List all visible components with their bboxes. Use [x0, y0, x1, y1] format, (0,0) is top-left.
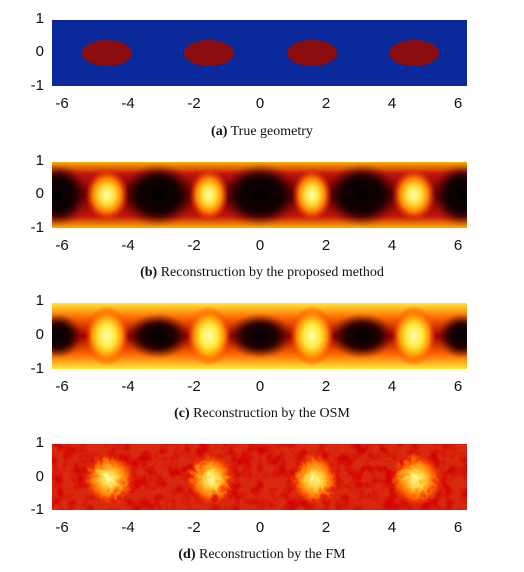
caption-text: Reconstruction by the FM — [199, 547, 346, 562]
bright-spot — [392, 306, 436, 366]
x-tick: -6 — [55, 95, 69, 112]
y-tick: 0 — [35, 326, 44, 343]
x-tick: -6 — [55, 237, 69, 254]
x-tick: -4 — [121, 95, 135, 112]
panel-osm: 1 0 -1 — [0, 282, 524, 422]
caption-text: Reconstruction by the OSM — [193, 406, 350, 421]
bright-spot — [388, 451, 440, 503]
y-tick: -1 — [30, 77, 44, 94]
caption: (a) True geometry — [0, 124, 524, 140]
y-tick: 1 — [35, 292, 44, 309]
x-tick: 6 — [453, 95, 463, 112]
bright-spot — [85, 306, 129, 366]
bright-spot — [81, 451, 133, 503]
dark-lobe — [434, 165, 467, 225]
x-tick: 6 — [453, 378, 463, 395]
inclusion-ellipse — [184, 40, 234, 66]
true-geometry-image — [52, 20, 467, 86]
inclusion-ellipse — [82, 40, 132, 66]
bright-spots — [85, 306, 436, 366]
dark-lobe — [52, 165, 86, 225]
osm-svg — [52, 303, 467, 369]
inclusion-ellipse — [389, 40, 439, 66]
y-tick: -1 — [30, 219, 44, 236]
dark-lobe — [222, 165, 298, 225]
x-tick: 0 — [255, 237, 265, 254]
osm-image — [52, 303, 467, 369]
y-tick: 1 — [35, 434, 44, 451]
bright-spot — [85, 169, 129, 221]
caption-label: (a) — [211, 124, 228, 139]
x-tick: 2 — [321, 519, 331, 536]
x-tick: -2 — [187, 95, 201, 112]
x-tick: 0 — [255, 95, 265, 112]
dark-lobe — [326, 165, 398, 225]
x-tick: 4 — [387, 378, 397, 395]
y-tick: -1 — [30, 501, 44, 518]
x-tick: 4 — [387, 519, 397, 536]
x-tick: 4 — [387, 95, 397, 112]
x-tick: 2 — [321, 95, 331, 112]
y-tick: 0 — [35, 43, 44, 60]
x-tick: 0 — [255, 519, 265, 536]
dark-lobe — [126, 314, 190, 358]
x-tick: 2 — [321, 237, 331, 254]
caption-label: (d) — [178, 547, 196, 562]
x-tick: 0 — [255, 378, 265, 395]
bright-spot — [187, 306, 231, 366]
dark-lobe — [438, 314, 467, 358]
bright-spots — [81, 451, 440, 503]
panel-fm: 1 0 -1 — [0, 423, 524, 563]
y-tick: 0 — [35, 468, 44, 485]
bright-spot — [392, 169, 436, 221]
fm-image — [52, 444, 467, 510]
dark-regions — [52, 314, 467, 358]
inclusion-ellipse — [287, 40, 337, 66]
caption: (b) Reconstruction by the proposed metho… — [0, 265, 524, 281]
x-tick: 6 — [453, 519, 463, 536]
panel-true-geometry: 1 0 -1 -6 -4 -2 0 2 4 6 (a) True geometr… — [0, 0, 524, 140]
x-tick: 2 — [321, 378, 331, 395]
x-tick: -4 — [121, 237, 135, 254]
x-tick: -2 — [187, 378, 201, 395]
caption: (d) Reconstruction by the FM — [0, 547, 524, 563]
x-tick: 4 — [387, 237, 397, 254]
x-tick: -6 — [55, 519, 69, 536]
y-tick: 1 — [35, 10, 44, 27]
caption-label: (c) — [174, 406, 190, 421]
dark-regions — [52, 165, 467, 225]
x-tick: 6 — [453, 237, 463, 254]
dark-lobe — [52, 314, 82, 358]
bright-spot — [290, 306, 334, 366]
proposed-method-svg — [52, 162, 467, 228]
x-tick: -2 — [187, 519, 201, 536]
dark-lobe — [122, 165, 194, 225]
caption-label: (b) — [140, 265, 158, 280]
bright-spots — [85, 169, 436, 221]
y-tick: -1 — [30, 360, 44, 377]
bright-spot — [292, 169, 332, 221]
y-tick: 1 — [35, 152, 44, 169]
bright-spot — [189, 169, 229, 221]
x-tick: -2 — [187, 237, 201, 254]
x-tick: -4 — [121, 519, 135, 536]
caption: (c) Reconstruction by the OSM — [0, 406, 524, 422]
dark-lobe — [330, 314, 394, 358]
x-tick: -4 — [121, 378, 135, 395]
panel-proposed-method: 1 0 -1 — [0, 140, 524, 280]
dark-lobe — [228, 314, 292, 358]
fm-svg — [52, 444, 467, 510]
x-tick: -6 — [55, 378, 69, 395]
bright-spot — [185, 451, 233, 503]
caption-text: Reconstruction by the proposed method — [160, 265, 384, 280]
true-geometry-svg — [52, 20, 467, 86]
y-tick: 0 — [35, 185, 44, 202]
bright-spot — [288, 451, 336, 503]
proposed-method-image — [52, 162, 467, 228]
caption-text: True geometry — [230, 124, 313, 139]
